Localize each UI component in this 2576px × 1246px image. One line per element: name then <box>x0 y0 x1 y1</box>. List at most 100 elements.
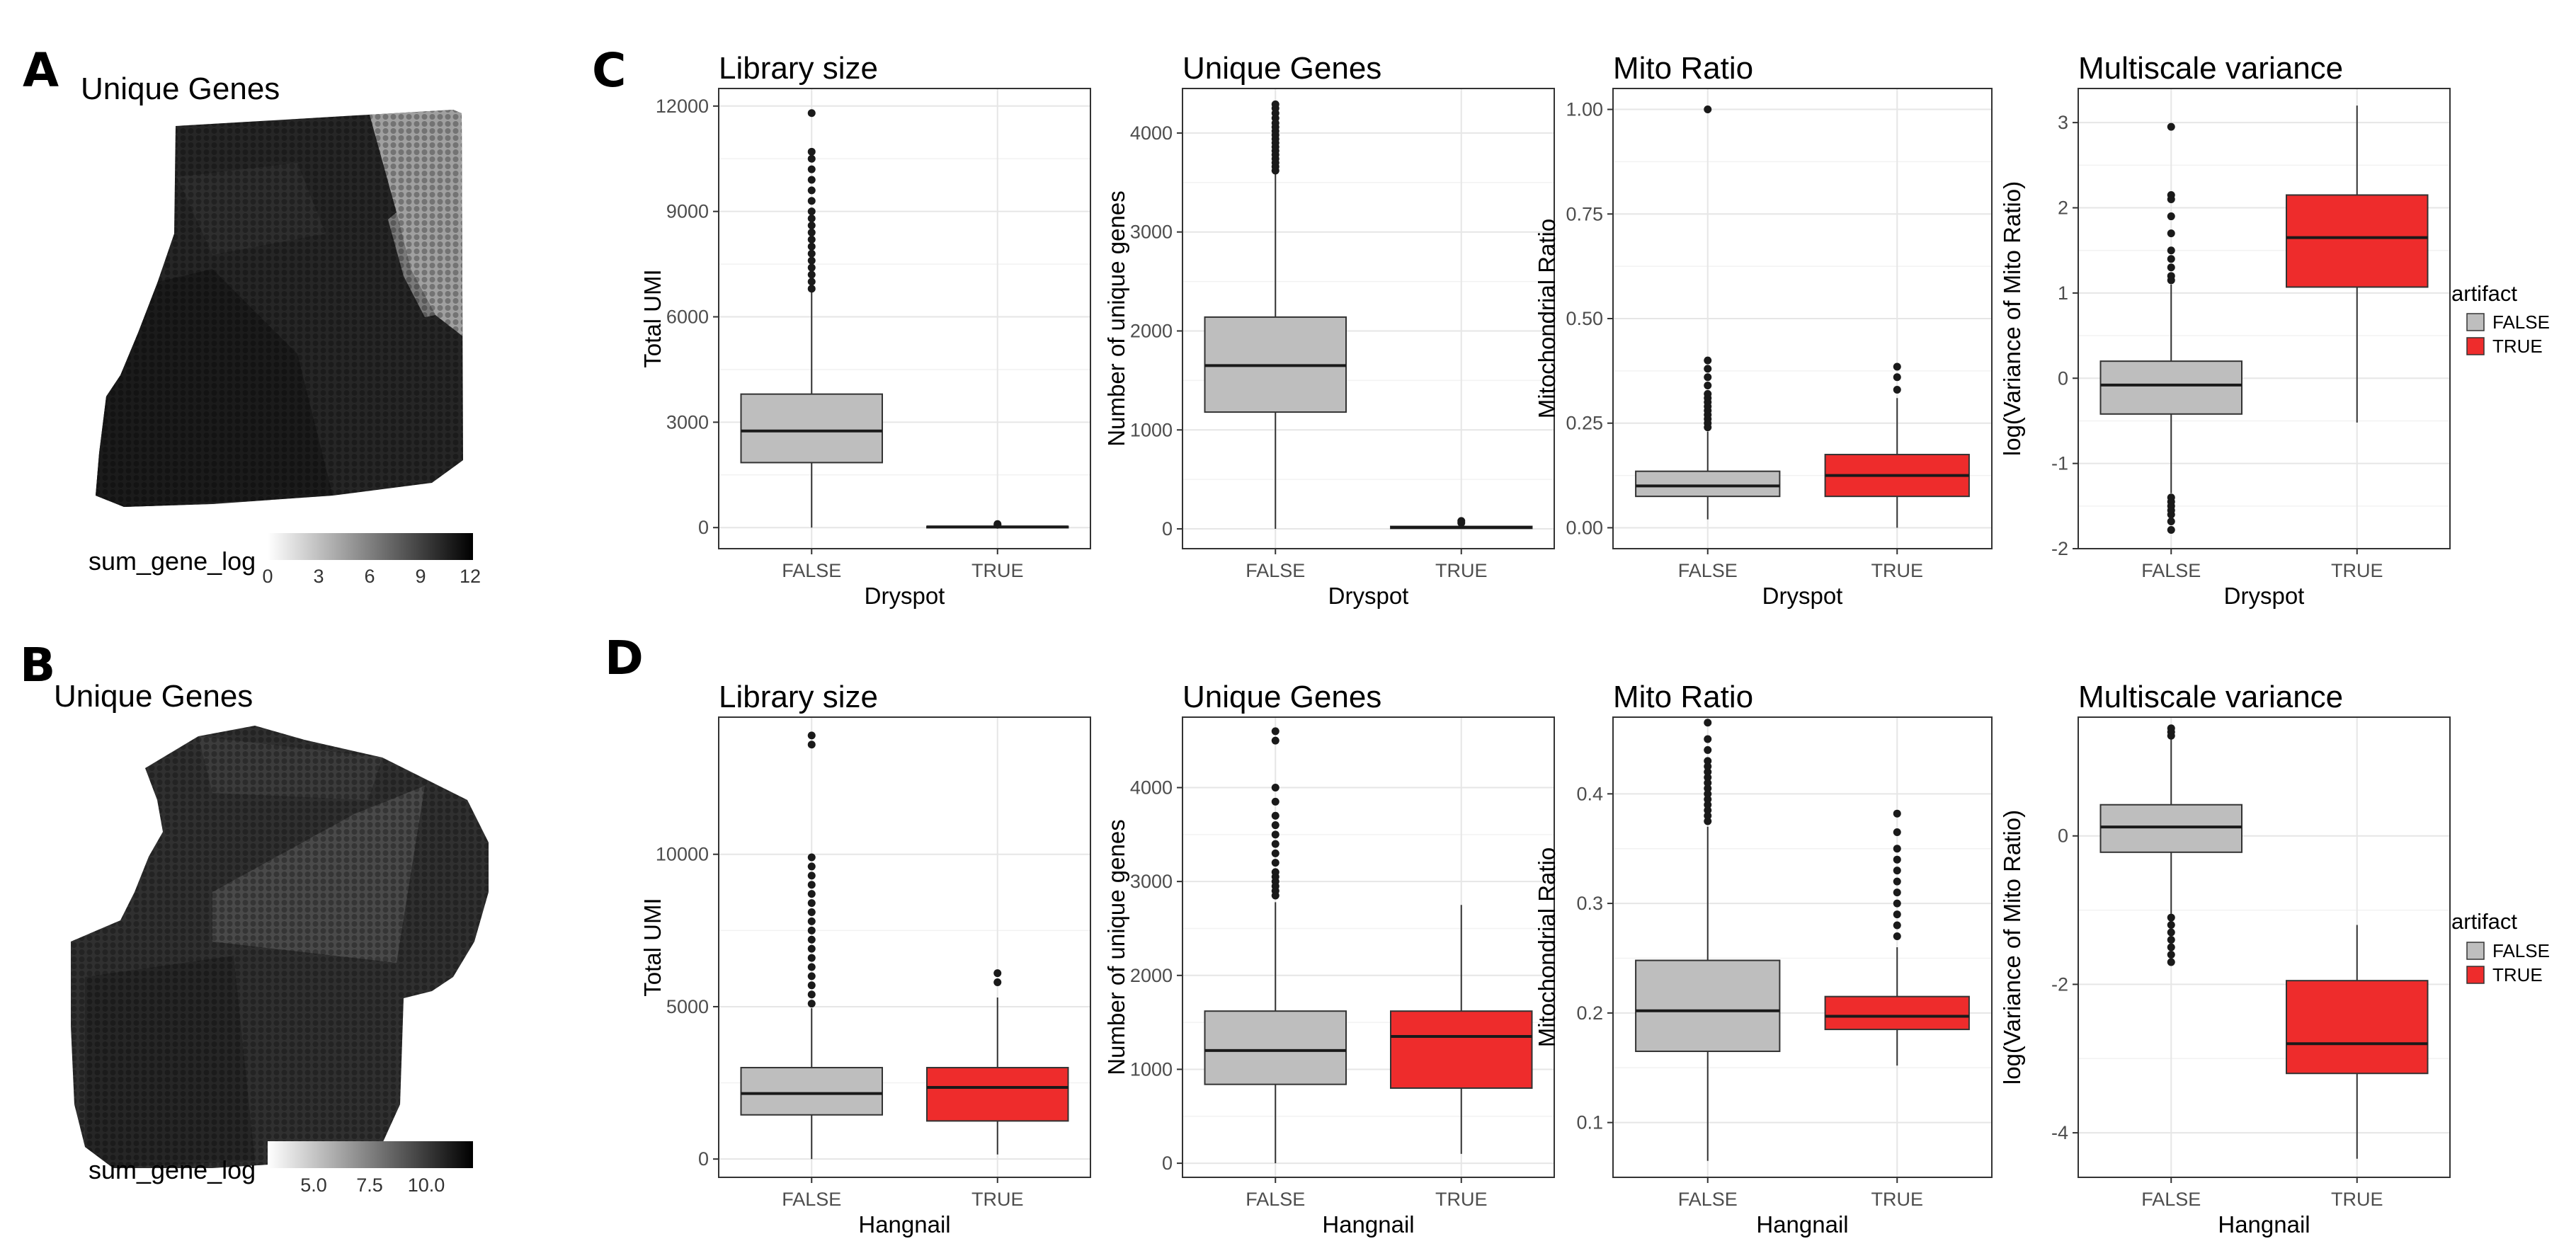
chart-d3-outlier-point <box>1704 762 1712 771</box>
chart-c1-y-tick-label: 3000 <box>666 411 709 433</box>
colorbar-a-tick-2: 6 <box>364 566 375 587</box>
legend-d-swatch-true <box>2466 966 2485 984</box>
chart-d2-outlier-point <box>1271 736 1280 745</box>
legend-d-title: artifact <box>2451 909 2517 934</box>
chart-d3-y-tick-label: 0.1 <box>1576 1112 1603 1133</box>
chart-c3-y-tick-label: 1.00 <box>1566 99 1603 120</box>
chart-d1-outlier-point <box>807 954 816 962</box>
chart-d3-y-tick-label: 0.4 <box>1576 783 1603 804</box>
chart-d2-outlier-point <box>1271 727 1280 736</box>
chart-d4-outlier-point <box>2167 958 2175 966</box>
chart-c1-box-false <box>740 109 883 528</box>
colorbar-b-label: sum_gene_log <box>89 1155 256 1184</box>
chart-d1-outlier-point <box>807 981 816 990</box>
chart-c2-box-true <box>1390 517 1533 530</box>
chart-d2-outlier-point <box>1271 830 1280 839</box>
chart-d4-y-tick-label: -4 <box>2051 1122 2068 1143</box>
chart-d3-plot-area <box>1613 717 1992 1177</box>
chart-c1-outlier-point <box>807 270 816 279</box>
chart-d3-outlier-point <box>1893 809 1901 818</box>
legend-d-label-true: TRUE <box>2492 964 2543 985</box>
chart-d1-iqr-box <box>740 1067 883 1116</box>
chart-d3-outlier-point <box>1893 899 1901 908</box>
chart-d3-outlier-point <box>1893 855 1901 864</box>
chart-d1-outlier-point <box>807 853 816 862</box>
chart-c1-outlier-point <box>807 278 816 286</box>
chart-d3-iqr-box <box>1824 995 1970 1031</box>
chart-c1-outlier-point <box>807 215 816 223</box>
chart-d2-box-true <box>1390 905 1533 1154</box>
chart-d2-title: Unique Genes <box>1182 680 1381 714</box>
colorbar-b-tick-1: 7.5 <box>356 1174 383 1196</box>
chart-d1-outlier-point <box>993 978 1002 987</box>
chart-c4-y-tick-label: -2 <box>2051 538 2068 559</box>
chart-c1-outlier-point <box>807 197 816 205</box>
chart-c1-x-tick-label: TRUE <box>971 560 1024 581</box>
chart-c3-x-axis-label: Dryspot <box>1762 583 1843 609</box>
chart-d3-outlier-point <box>1893 932 1901 941</box>
chart-c4-outlier-point <box>2167 229 2175 238</box>
chart-d3-title: Mito Ratio <box>1613 680 1753 714</box>
chart-c4-iqr-box <box>2099 360 2242 415</box>
chart-c1-outlier-point <box>993 520 1002 528</box>
chart-d2-outlier-point <box>1271 868 1280 876</box>
chart-c3-box-false <box>1635 105 1781 520</box>
chart-d2-y-tick-label: 2000 <box>1130 965 1173 986</box>
chart-c1-title: Library size <box>719 51 878 86</box>
chart-d3-x-tick-label: FALSE <box>1678 1189 1738 1210</box>
chart-c3-frame <box>1612 88 1993 549</box>
chart-d1-outlier-point <box>807 731 816 740</box>
chart-c1-y-tick-label: 6000 <box>666 307 709 328</box>
chart-d1-box-true <box>926 969 1069 1155</box>
chart-d3: 0.1 0.2 0.3 0.4 FALSE TRUE Mito Ratio Hangnail M… <box>1534 680 1993 1238</box>
colorbar-a-label: sum_gene_log <box>89 547 256 576</box>
chart-d1-outlier-point <box>807 935 816 944</box>
chart-d3-outlier-point <box>1704 806 1712 815</box>
chart-c3-outlier-point <box>1893 373 1901 382</box>
chart-c2-outlier-point <box>1271 100 1280 108</box>
chart-c4-box-true <box>2286 105 2429 423</box>
chart-c4-x-tick-label: FALSE <box>2141 560 2201 581</box>
chart-c3-outlier-point <box>1704 365 1712 373</box>
legend-d-swatch-false <box>2466 942 2485 960</box>
chart-c1-outlier-point <box>807 165 816 173</box>
chart-c1-outlier-point <box>807 249 816 258</box>
chart-c1-outlier-point <box>807 176 816 184</box>
chart-c3-y-tick-label: 0.25 <box>1566 413 1603 434</box>
panel-letter-b: B <box>20 638 55 692</box>
chart-d1-outlier-point <box>807 963 816 971</box>
chart-d4-y-tick-label: 0 <box>2058 825 2068 847</box>
chart-c3-outlier-point <box>1704 373 1712 382</box>
chart-d4-box-false <box>2099 724 2242 966</box>
colorbar-a-tick-0: 0 <box>262 566 273 587</box>
chart-d4-iqr-box <box>2099 804 2242 853</box>
chart-c3-y-tick-label: 0.50 <box>1566 308 1603 329</box>
chart-c1-x-tick-label: FALSE <box>782 560 841 581</box>
chart-d4-x-axis-label: Hangnail <box>2218 1211 2310 1238</box>
chart-c3-outlier-point <box>1893 362 1901 371</box>
tissue-map-a <box>96 110 463 507</box>
chart-d3-outlier-point <box>1704 801 1712 809</box>
chart-c1-box-true <box>926 520 1069 529</box>
chart-c4: -2 -1 0 1 2 3 FALSE TRUE Multiscale variance Drys… <box>1999 51 2451 609</box>
chart-d3-outlier-point <box>1704 745 1712 754</box>
chart-c1-x-axis-label: Dryspot <box>865 583 945 609</box>
chart-d2-outlier-point <box>1271 797 1280 806</box>
panel-letter-a: A <box>23 43 59 98</box>
chart-d1-y-axis-label: Total UMI <box>639 898 666 996</box>
chart-d3-outlier-point <box>1704 757 1712 765</box>
chart-c4-y-axis-label: log(Variance of Mito Ratio) <box>1999 181 2025 456</box>
panel-a-title: Unique Genes <box>81 72 280 106</box>
chart-c4-y-tick-label: 3 <box>2058 112 2068 133</box>
colorbar-a: sum_gene_log 0 3 6 9 12 <box>89 533 481 587</box>
chart-d3-outlier-point <box>1704 779 1712 787</box>
chart-c1-y-tick-label: 9000 <box>666 201 709 222</box>
chart-d3-y-tick-label: 0.2 <box>1576 1002 1603 1024</box>
chart-c4-x-tick-label: TRUE <box>2331 560 2383 581</box>
chart-d2-outlier-point <box>1271 811 1280 820</box>
chart-d1-x-tick-label: TRUE <box>971 1189 1024 1210</box>
chart-c4-y-tick-label: -1 <box>2051 453 2068 474</box>
chart-c4-outlier-point <box>2167 263 2175 272</box>
